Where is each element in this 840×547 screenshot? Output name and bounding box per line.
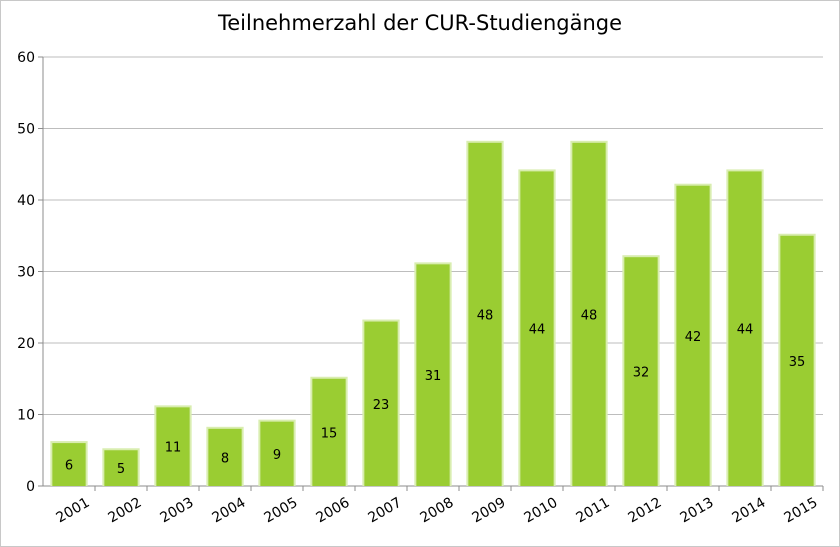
bar bbox=[624, 257, 658, 486]
data-label: 44 bbox=[737, 323, 754, 338]
data-label: 32 bbox=[633, 366, 650, 381]
bar bbox=[364, 321, 398, 486]
data-label: 9 bbox=[273, 448, 281, 463]
bar bbox=[468, 142, 502, 487]
y-tick-label: 0 bbox=[26, 479, 35, 495]
data-label: 23 bbox=[373, 398, 390, 413]
data-label: 48 bbox=[581, 308, 598, 323]
bar bbox=[52, 443, 86, 486]
y-tick-label: 10 bbox=[17, 408, 35, 424]
bar bbox=[156, 407, 190, 486]
data-label: 11 bbox=[165, 441, 182, 456]
data-label: 5 bbox=[117, 462, 125, 477]
data-label: 6 bbox=[65, 459, 73, 474]
y-axis-tick-labels: 0 10 20 30 40 50 60 bbox=[17, 50, 35, 495]
y-tick-label: 20 bbox=[17, 336, 35, 352]
bar bbox=[208, 428, 242, 486]
bar bbox=[780, 235, 814, 486]
bar bbox=[676, 185, 710, 486]
chart-title: Teilnehmerzahl der CUR-Studiengänge bbox=[217, 11, 622, 35]
data-label: 15 bbox=[321, 426, 338, 441]
data-labels: 6 5 11 8 9 15 23 31 48 44 48 32 42 44 35 bbox=[65, 308, 805, 477]
y-tick-label: 40 bbox=[17, 193, 35, 209]
bar bbox=[312, 378, 346, 486]
data-label: 8 bbox=[221, 451, 229, 466]
bar bbox=[104, 450, 138, 486]
data-label: 42 bbox=[685, 330, 702, 345]
data-label: 35 bbox=[789, 355, 806, 370]
bar bbox=[520, 171, 554, 486]
y-tick-label: 50 bbox=[17, 122, 35, 138]
bar bbox=[260, 421, 294, 486]
data-label: 31 bbox=[425, 369, 442, 384]
y-tick-label: 30 bbox=[17, 265, 35, 281]
data-label: 48 bbox=[477, 308, 494, 323]
y-tick-label: 60 bbox=[17, 50, 35, 66]
bar bbox=[728, 171, 762, 486]
bar bbox=[416, 264, 450, 486]
bars bbox=[50, 140, 816, 487]
bar bbox=[572, 142, 606, 487]
data-label: 44 bbox=[529, 323, 546, 338]
